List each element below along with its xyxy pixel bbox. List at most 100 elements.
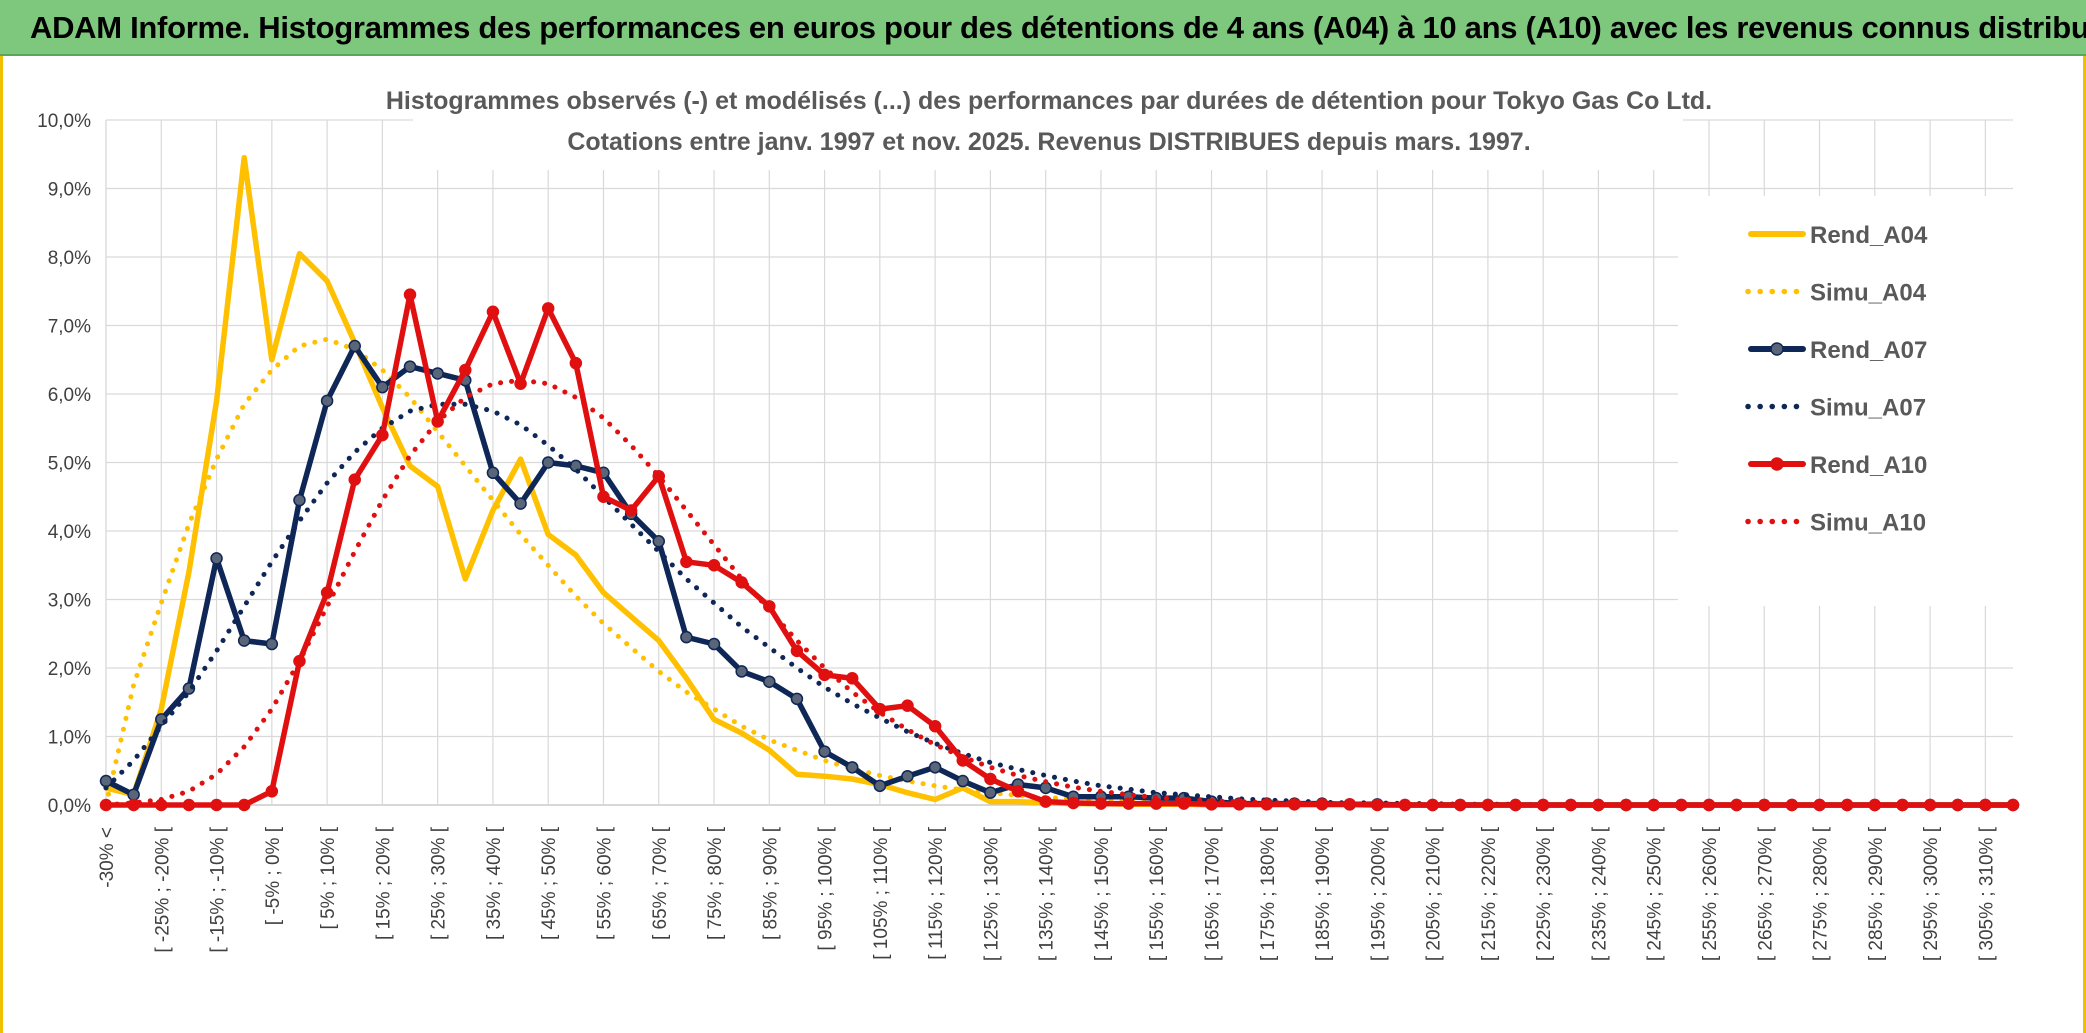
x-tick-label: [ 115% ; 120% [ [926, 826, 947, 959]
y-tick-label: 9,0% [48, 180, 91, 201]
x-tick-label: [ 15% ; 20% [ [373, 826, 394, 940]
data-point-Rend_A07 [348, 339, 361, 353]
y-tick-label: 8,0% [48, 248, 91, 269]
x-tick-label: [ 85% ; 90% [ [760, 826, 781, 940]
data-point-Rend_A10 [845, 672, 859, 685]
chart-subtitle: Cotations entre janv. 1997 et nov. 2025.… [567, 128, 1530, 156]
x-tick-label: [ 215% ; 220% [ [1479, 826, 1500, 961]
y-tick-label: 6,0% [48, 385, 91, 406]
page-title: ADAM Informe. Histogrammes des performan… [30, 10, 2086, 45]
y-tick-label: 1,0% [48, 728, 91, 749]
title-background [413, 78, 1683, 170]
data-point-Rend_A07 [293, 493, 306, 507]
y-tick-label: 2,0% [48, 659, 91, 680]
x-tick-label: [ 135% ; 140% [ [1037, 826, 1058, 961]
x-tick-label: [ 55% ; 60% [ [594, 826, 615, 940]
data-point-Rend_A07 [431, 367, 444, 380]
legend-background [1678, 196, 2018, 606]
data-point-Rend_A07 [514, 497, 527, 510]
legend-label-Simu_A07: Simu_A07 [1810, 395, 1926, 422]
x-tick-label: [ -25% ; -20% [ [152, 826, 173, 952]
y-tick-label: 3,0% [48, 591, 91, 612]
series-lines [99, 154, 2020, 812]
chart-frame: 0,0% 1,0% 2,0% 3,0% 4,0% 5,0% 6,0% 7,0% 8,0% 9,0%… [0, 56, 2086, 1033]
data-point-Rend_A10 [265, 785, 279, 798]
legend-label-Rend_A07: Rend_A07 [1810, 337, 1927, 364]
data-point-Rend_A10 [1011, 785, 1025, 798]
x-tick-label: [ 145% ; 150% [ [1092, 826, 1113, 961]
data-point-Rend_A07 [928, 761, 942, 774]
data-point-Rend_A07 [735, 665, 748, 678]
x-tick-label: [ 105% ; 110% [ [871, 826, 892, 959]
data-point-Rend_A07 [403, 360, 417, 373]
data-point-Rend_A07 [680, 630, 693, 644]
data-point-Rend_A07 [818, 745, 831, 758]
data-point-Rend_A10 [1094, 797, 1108, 810]
data-point-Rend_A10 [597, 490, 610, 503]
data-point-Rend_A07 [763, 675, 776, 688]
y-tick-label: 7,0% [48, 317, 91, 338]
legend-marker-Rend_A07 [1770, 342, 1784, 356]
x-tick-label: -30% < [97, 827, 118, 888]
legend: Rend_A04 Simu_A04 Rend_A07 Simu_A07 Rend_A10… [1678, 196, 2018, 606]
data-point-Rend_A07 [956, 774, 970, 788]
x-tick-label: [ 155% ; 160% [ [1147, 826, 1168, 961]
data-point-Rend_A10 [376, 428, 389, 442]
y-axis: 0,0% 1,0% 2,0% 3,0% 4,0% 5,0% 6,0% 7,0% 8,0% 9,0%… [37, 111, 91, 817]
x-tick-label: [ 285% ; 290% [ [1866, 826, 1887, 961]
data-point-Rend_A10 [790, 644, 804, 658]
x-tick-label: [ -5% ; 0% [ [263, 826, 284, 925]
x-tick-label: [ 5% ; 10% [ [318, 826, 339, 929]
data-point-Rend_A10 [1067, 796, 1080, 810]
data-point-Rend_A10 [1122, 797, 1135, 810]
data-point-Rend_A07 [265, 637, 279, 651]
data-point-Rend_A10 [541, 302, 555, 315]
data-point-Rend_A07 [652, 535, 666, 548]
x-tick-label: [ 25% ; 30% [ [429, 826, 450, 940]
x-tick-label: [ 35% ; 40% [ [484, 826, 505, 940]
y-tick-label: 0,0% [48, 796, 91, 817]
data-point-Rend_A10 [901, 699, 914, 712]
legend-marker-Rend_A10 [1770, 457, 1784, 471]
x-tick-label: [ 125% ; 130% [ [981, 826, 1002, 961]
legend-label-Rend_A10: Rend_A10 [1810, 452, 1927, 479]
header-banner: ADAM Informe. Histogrammes des performan… [0, 0, 2086, 56]
x-tick-label: [ 75% ; 80% [ [705, 826, 726, 940]
data-point-Rend_A07 [127, 788, 140, 801]
histogram-chart: 0,0% 1,0% 2,0% 3,0% 4,0% 5,0% 6,0% 7,0% 8,0% 9,0%… [3, 56, 2083, 1033]
data-point-Rend_A10 [818, 668, 831, 682]
data-point-Rend_A10 [486, 305, 500, 319]
data-point-Rend_A10 [210, 798, 223, 812]
y-tick-label: 10,0% [37, 111, 91, 132]
data-point-Rend_A07 [320, 394, 334, 408]
y-tick-label: 4,0% [48, 522, 91, 543]
x-tick-label: [ 265% ; 270% [ [1755, 826, 1776, 961]
x-tick-label: [ 45% ; 50% [ [539, 826, 560, 940]
x-tick-label: [ 295% ; 300% [ [1921, 826, 1942, 961]
chart-title: Histogrammes observés (-) et modélisés (… [386, 87, 1712, 115]
data-point-Rend_A10 [984, 772, 997, 786]
x-tick-label: [ -15% ; -10% [ [208, 826, 229, 952]
data-point-Rend_A10 [928, 719, 942, 733]
x-axis: -30% < [ -25% ; -20% [ [ -15% ; -10% [ [ -5… [97, 826, 1997, 961]
x-tick-label: [ 305% ; 310% [ [1976, 826, 1997, 961]
data-point-Rend_A07 [707, 637, 721, 651]
x-tick-label: [ 65% ; 70% [ [650, 826, 671, 940]
data-point-Rend_A07 [210, 552, 223, 565]
x-tick-label: [ 165% ; 170% [ [1203, 826, 1224, 961]
data-point-Rend_A07 [873, 779, 887, 793]
data-point-Rend_A07 [984, 786, 997, 799]
x-tick-label: [ 95% ; 100% [ [816, 826, 837, 950]
legend-label-Rend_A04: Rend_A04 [1810, 222, 1928, 249]
x-tick-label: [ 275% ; 280% [ [1811, 826, 1832, 961]
data-point-Rend_A07 [376, 380, 389, 394]
data-point-Rend_A10 [680, 555, 693, 569]
data-point-Rend_A07 [845, 761, 859, 774]
series-line-Rend_A10 [103, 291, 2016, 808]
data-point-Rend_A10 [569, 356, 583, 370]
data-point-Rend_A07 [486, 466, 500, 480]
x-tick-label: [ 175% ; 180% [ [1258, 826, 1279, 961]
data-point-Rend_A07 [99, 774, 113, 788]
data-point-Rend_A10 [459, 363, 472, 377]
x-tick-label: [ 185% ; 190% [ [1313, 826, 1334, 961]
